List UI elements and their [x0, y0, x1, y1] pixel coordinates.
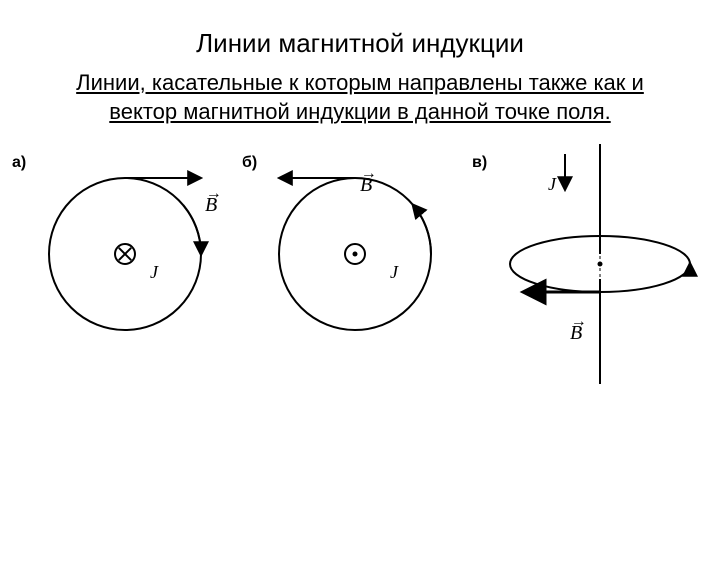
panel-c: в) J →B [470, 144, 700, 404]
panel-b-svg [240, 144, 460, 384]
b-vector-label-c: →B [570, 322, 582, 345]
panel-c-svg [470, 144, 700, 404]
page-title: Линии магнитной индукции [0, 28, 720, 59]
definition-text: Линии, касательные к которым направлены … [48, 69, 672, 126]
panel-a-svg [10, 144, 230, 384]
b-vector-label-b: →B [360, 174, 372, 197]
peripheral-arrow-b [413, 205, 431, 254]
panel-b: б) J →B [240, 144, 460, 384]
panel-a: а) J →B [10, 144, 230, 384]
wire-center-dot [598, 262, 603, 267]
j-label-b: J [390, 262, 398, 283]
current-out-of-page-icon [345, 244, 365, 264]
peripheral-arrow-a [183, 205, 201, 254]
b-vector-label-a: →B [205, 194, 217, 217]
j-label-c: J [548, 174, 556, 195]
j-label-a: J [150, 262, 158, 283]
figure-row: а) J →B б) [0, 144, 720, 444]
current-into-page-icon [115, 244, 135, 264]
